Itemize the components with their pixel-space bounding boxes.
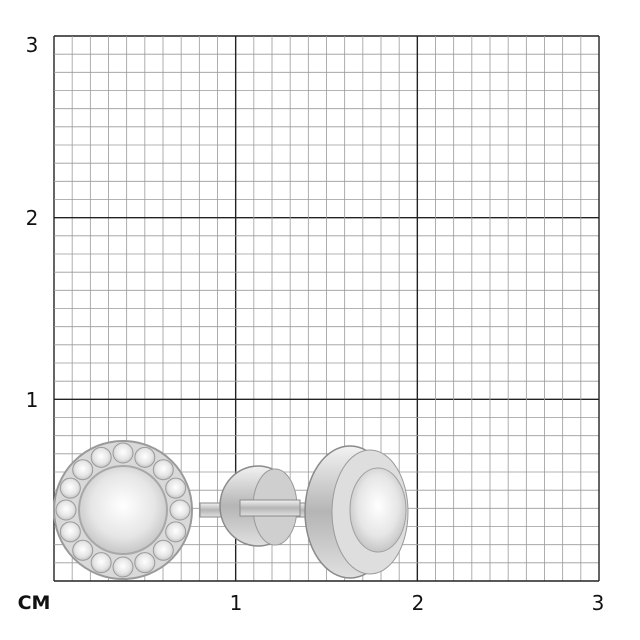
halo-stone [134,552,156,574]
x-label-3: 3 [591,591,605,615]
halo-stone [90,552,112,574]
halo-stone [169,499,191,521]
x-label-2: 2 [411,591,425,615]
y-label-1: 1 [25,388,39,412]
halo-stone [134,446,156,468]
x-label-1: 1 [229,591,243,615]
halo-stone [112,442,134,464]
y-label-2: 2 [25,206,39,230]
earring-front-view [53,440,193,580]
halo-stone [72,459,94,481]
halo-stone [152,539,174,561]
halo-stone [152,459,174,481]
halo-stone [72,539,94,561]
halo-stone [55,499,77,521]
earring-side-view [199,445,409,579]
halo-stone [90,446,112,468]
halo-stone [165,477,187,499]
halo-stone [112,556,134,578]
halo-stone [59,521,81,543]
unit-label: CM [17,592,51,614]
halo-stone [59,477,81,499]
halo-stone [165,521,187,543]
y-label-3: 3 [25,33,39,57]
